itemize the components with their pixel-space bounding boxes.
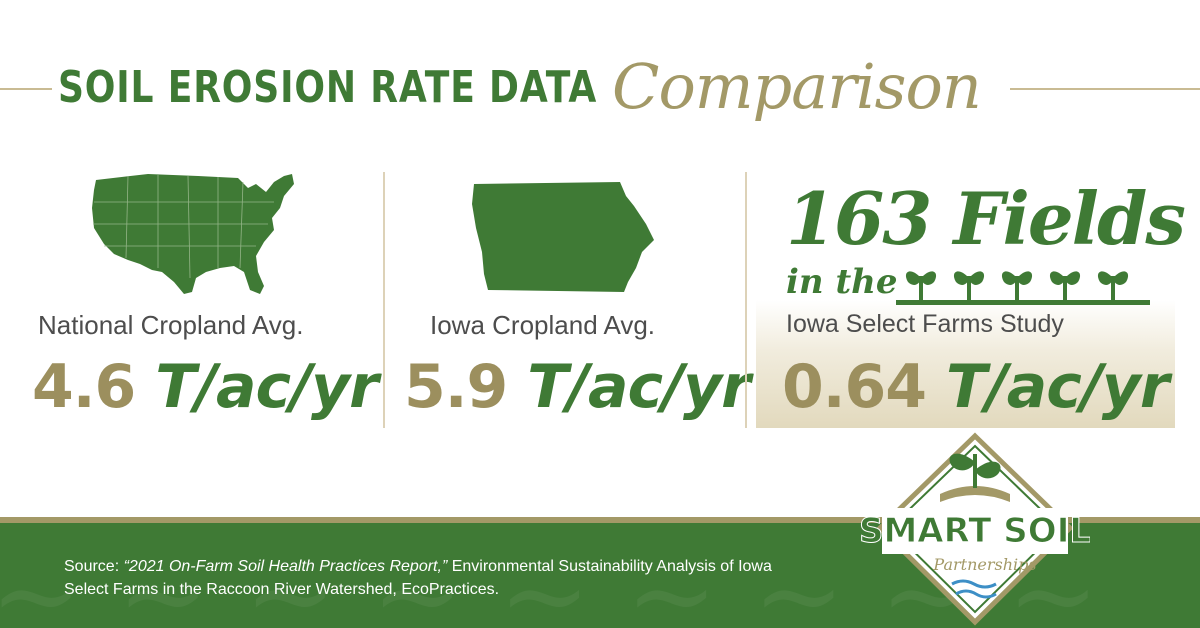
source-details: Environmental Sustainability Analysis of… bbox=[64, 558, 772, 598]
national-rate-unit: T/ac/yr bbox=[155, 352, 379, 422]
source-report-title: “2021 On-Farm Soil Health Practices Repo… bbox=[123, 558, 448, 575]
water-waves-icon bbox=[951, 579, 997, 599]
iowa-rate-unit: T/ac/yr bbox=[527, 352, 751, 422]
study-rate-unit: T/ac/yr bbox=[945, 352, 1170, 422]
study-rate: 0.64 T/ac/yr bbox=[782, 352, 1170, 422]
national-rate-number: 4.6 bbox=[32, 352, 136, 422]
national-rate: 4.6 T/ac/yr bbox=[32, 352, 379, 422]
logo-line2: Partnerships bbox=[932, 555, 1036, 574]
study-subhead: in the bbox=[786, 262, 898, 302]
title-rule-left bbox=[0, 88, 52, 90]
title-row: SOIL EROSION RATE DATA Comparison bbox=[0, 50, 1200, 130]
divider-2 bbox=[745, 172, 747, 428]
us-map-icon bbox=[92, 174, 294, 294]
divider-1 bbox=[383, 172, 385, 428]
logo-line1: SMART SOIL bbox=[860, 511, 1090, 551]
study-label: Iowa Select Farms Study bbox=[786, 310, 1064, 338]
iowa-map-icon bbox=[472, 182, 654, 292]
footer-band: ~ ~ ~ ~ ~ ~ ~ ~ ~ bbox=[0, 517, 1200, 628]
title-rule-right bbox=[1010, 88, 1200, 90]
national-label: National Cropland Avg. bbox=[38, 310, 304, 340]
iowa-label: Iowa Cropland Avg. bbox=[430, 310, 655, 340]
title-main: SOIL EROSION RATE DATA bbox=[58, 62, 598, 113]
source-prefix: Source: bbox=[64, 558, 124, 575]
title-script: Comparison bbox=[612, 50, 982, 123]
seedling-icon bbox=[940, 453, 1010, 502]
study-highlight-panel bbox=[756, 300, 1175, 428]
study-headline: 163 Fields bbox=[786, 176, 1186, 261]
source-citation: Source: “2021 On-Farm Soil Health Practi… bbox=[64, 555, 784, 601]
iowa-rate-number: 5.9 bbox=[404, 352, 508, 422]
iowa-rate: 5.9 T/ac/yr bbox=[404, 352, 751, 422]
smart-soil-logo: SMART SOIL Partnerships bbox=[860, 432, 1090, 626]
footer-gold-stripe bbox=[0, 517, 1200, 523]
study-rate-number: 0.64 bbox=[782, 352, 927, 422]
sprouts-icon bbox=[896, 271, 1150, 305]
